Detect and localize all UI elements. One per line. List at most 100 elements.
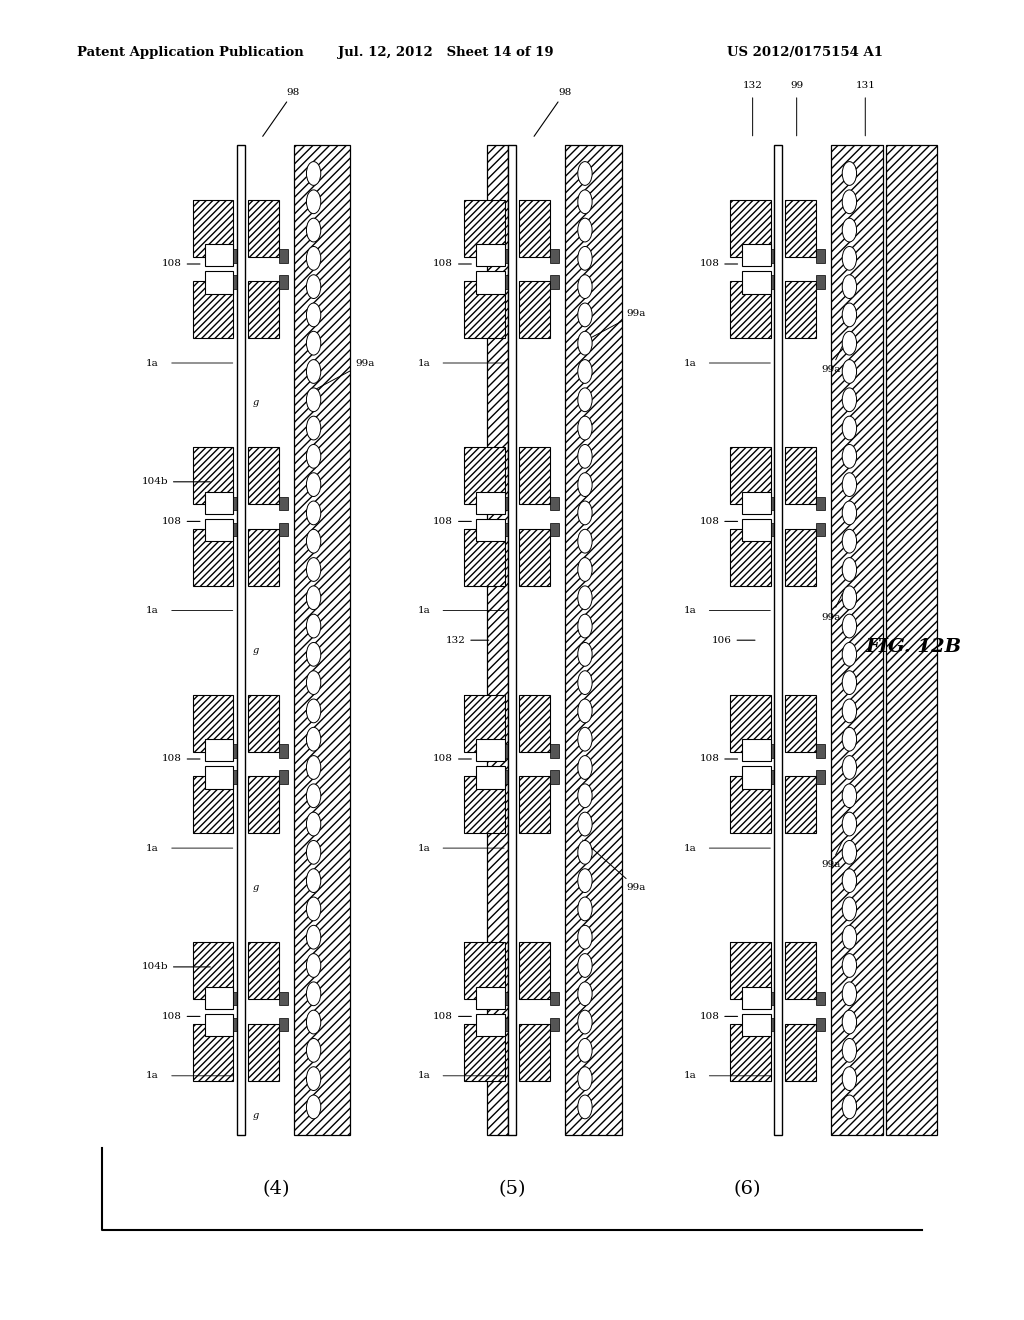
- Text: 99: 99: [791, 81, 803, 90]
- Bar: [816, 991, 825, 1006]
- Text: 1a: 1a: [418, 359, 430, 367]
- Ellipse shape: [843, 671, 857, 694]
- Text: 1a: 1a: [146, 606, 159, 615]
- Ellipse shape: [306, 982, 321, 1006]
- Bar: [505, 770, 514, 784]
- Bar: [464, 447, 505, 504]
- Bar: [193, 942, 233, 999]
- Text: g: g: [253, 399, 259, 407]
- Bar: [730, 281, 771, 338]
- Bar: [476, 272, 505, 293]
- Text: 108: 108: [699, 517, 737, 525]
- Bar: [248, 529, 279, 586]
- Bar: [730, 529, 771, 586]
- Ellipse shape: [306, 1010, 321, 1034]
- Ellipse shape: [578, 982, 592, 1006]
- Ellipse shape: [843, 331, 857, 355]
- Ellipse shape: [578, 1096, 592, 1119]
- Ellipse shape: [843, 304, 857, 327]
- Bar: [816, 275, 825, 289]
- Ellipse shape: [306, 247, 321, 271]
- Bar: [831, 145, 883, 1135]
- Bar: [193, 447, 233, 504]
- Bar: [205, 739, 233, 762]
- Bar: [294, 145, 350, 1135]
- Ellipse shape: [843, 925, 857, 949]
- Text: 99a: 99a: [311, 359, 375, 392]
- Bar: [248, 694, 279, 751]
- Ellipse shape: [843, 445, 857, 469]
- Ellipse shape: [843, 755, 857, 779]
- Ellipse shape: [843, 275, 857, 298]
- Bar: [519, 942, 550, 999]
- Bar: [248, 529, 279, 586]
- Ellipse shape: [843, 218, 857, 242]
- Bar: [248, 1024, 279, 1081]
- Ellipse shape: [843, 359, 857, 383]
- Bar: [233, 991, 243, 1006]
- Bar: [730, 694, 771, 751]
- Ellipse shape: [578, 161, 592, 185]
- Bar: [476, 1014, 505, 1036]
- Bar: [505, 275, 514, 289]
- Bar: [519, 776, 550, 833]
- Ellipse shape: [306, 727, 321, 751]
- Text: (4): (4): [263, 1180, 290, 1199]
- Ellipse shape: [578, 275, 592, 298]
- Bar: [505, 744, 514, 758]
- Text: Patent Application Publication: Patent Application Publication: [77, 46, 303, 59]
- Bar: [464, 281, 505, 338]
- Bar: [785, 199, 816, 256]
- Bar: [742, 244, 771, 267]
- Bar: [205, 767, 233, 789]
- Bar: [730, 1024, 771, 1081]
- Text: 1a: 1a: [146, 1072, 159, 1080]
- Text: 99a: 99a: [583, 309, 646, 342]
- Bar: [730, 447, 771, 504]
- Bar: [248, 776, 279, 833]
- Bar: [785, 776, 816, 833]
- Ellipse shape: [578, 473, 592, 496]
- Text: 98: 98: [535, 88, 571, 136]
- Bar: [193, 281, 233, 338]
- Text: 108: 108: [699, 1012, 737, 1020]
- Bar: [193, 529, 233, 586]
- Bar: [771, 249, 780, 263]
- Ellipse shape: [578, 1039, 592, 1063]
- Bar: [279, 1018, 288, 1031]
- Text: g: g: [253, 645, 259, 655]
- Bar: [248, 942, 279, 999]
- Bar: [550, 744, 559, 758]
- Bar: [774, 145, 782, 1135]
- Ellipse shape: [843, 416, 857, 440]
- Bar: [205, 987, 233, 1008]
- Text: 99a: 99a: [821, 346, 843, 374]
- Ellipse shape: [843, 1096, 857, 1119]
- Bar: [519, 447, 550, 504]
- Bar: [205, 492, 233, 513]
- Ellipse shape: [578, 586, 592, 610]
- Bar: [205, 1014, 233, 1036]
- Text: 108: 108: [433, 1012, 471, 1020]
- Bar: [193, 281, 233, 338]
- Bar: [519, 1024, 550, 1081]
- Ellipse shape: [578, 898, 592, 921]
- Text: 104b: 104b: [141, 962, 210, 972]
- Bar: [816, 523, 825, 536]
- Ellipse shape: [843, 1039, 857, 1063]
- Bar: [785, 942, 816, 999]
- Bar: [730, 776, 771, 833]
- Bar: [476, 492, 505, 513]
- Bar: [193, 447, 233, 504]
- Ellipse shape: [843, 953, 857, 977]
- Bar: [476, 244, 505, 267]
- Ellipse shape: [306, 502, 321, 525]
- Bar: [730, 776, 771, 833]
- Text: 132: 132: [445, 636, 488, 644]
- Bar: [487, 145, 508, 1135]
- Bar: [237, 145, 245, 1135]
- Ellipse shape: [843, 586, 857, 610]
- Ellipse shape: [306, 1096, 321, 1119]
- Bar: [785, 281, 816, 338]
- Text: 108: 108: [162, 1012, 200, 1020]
